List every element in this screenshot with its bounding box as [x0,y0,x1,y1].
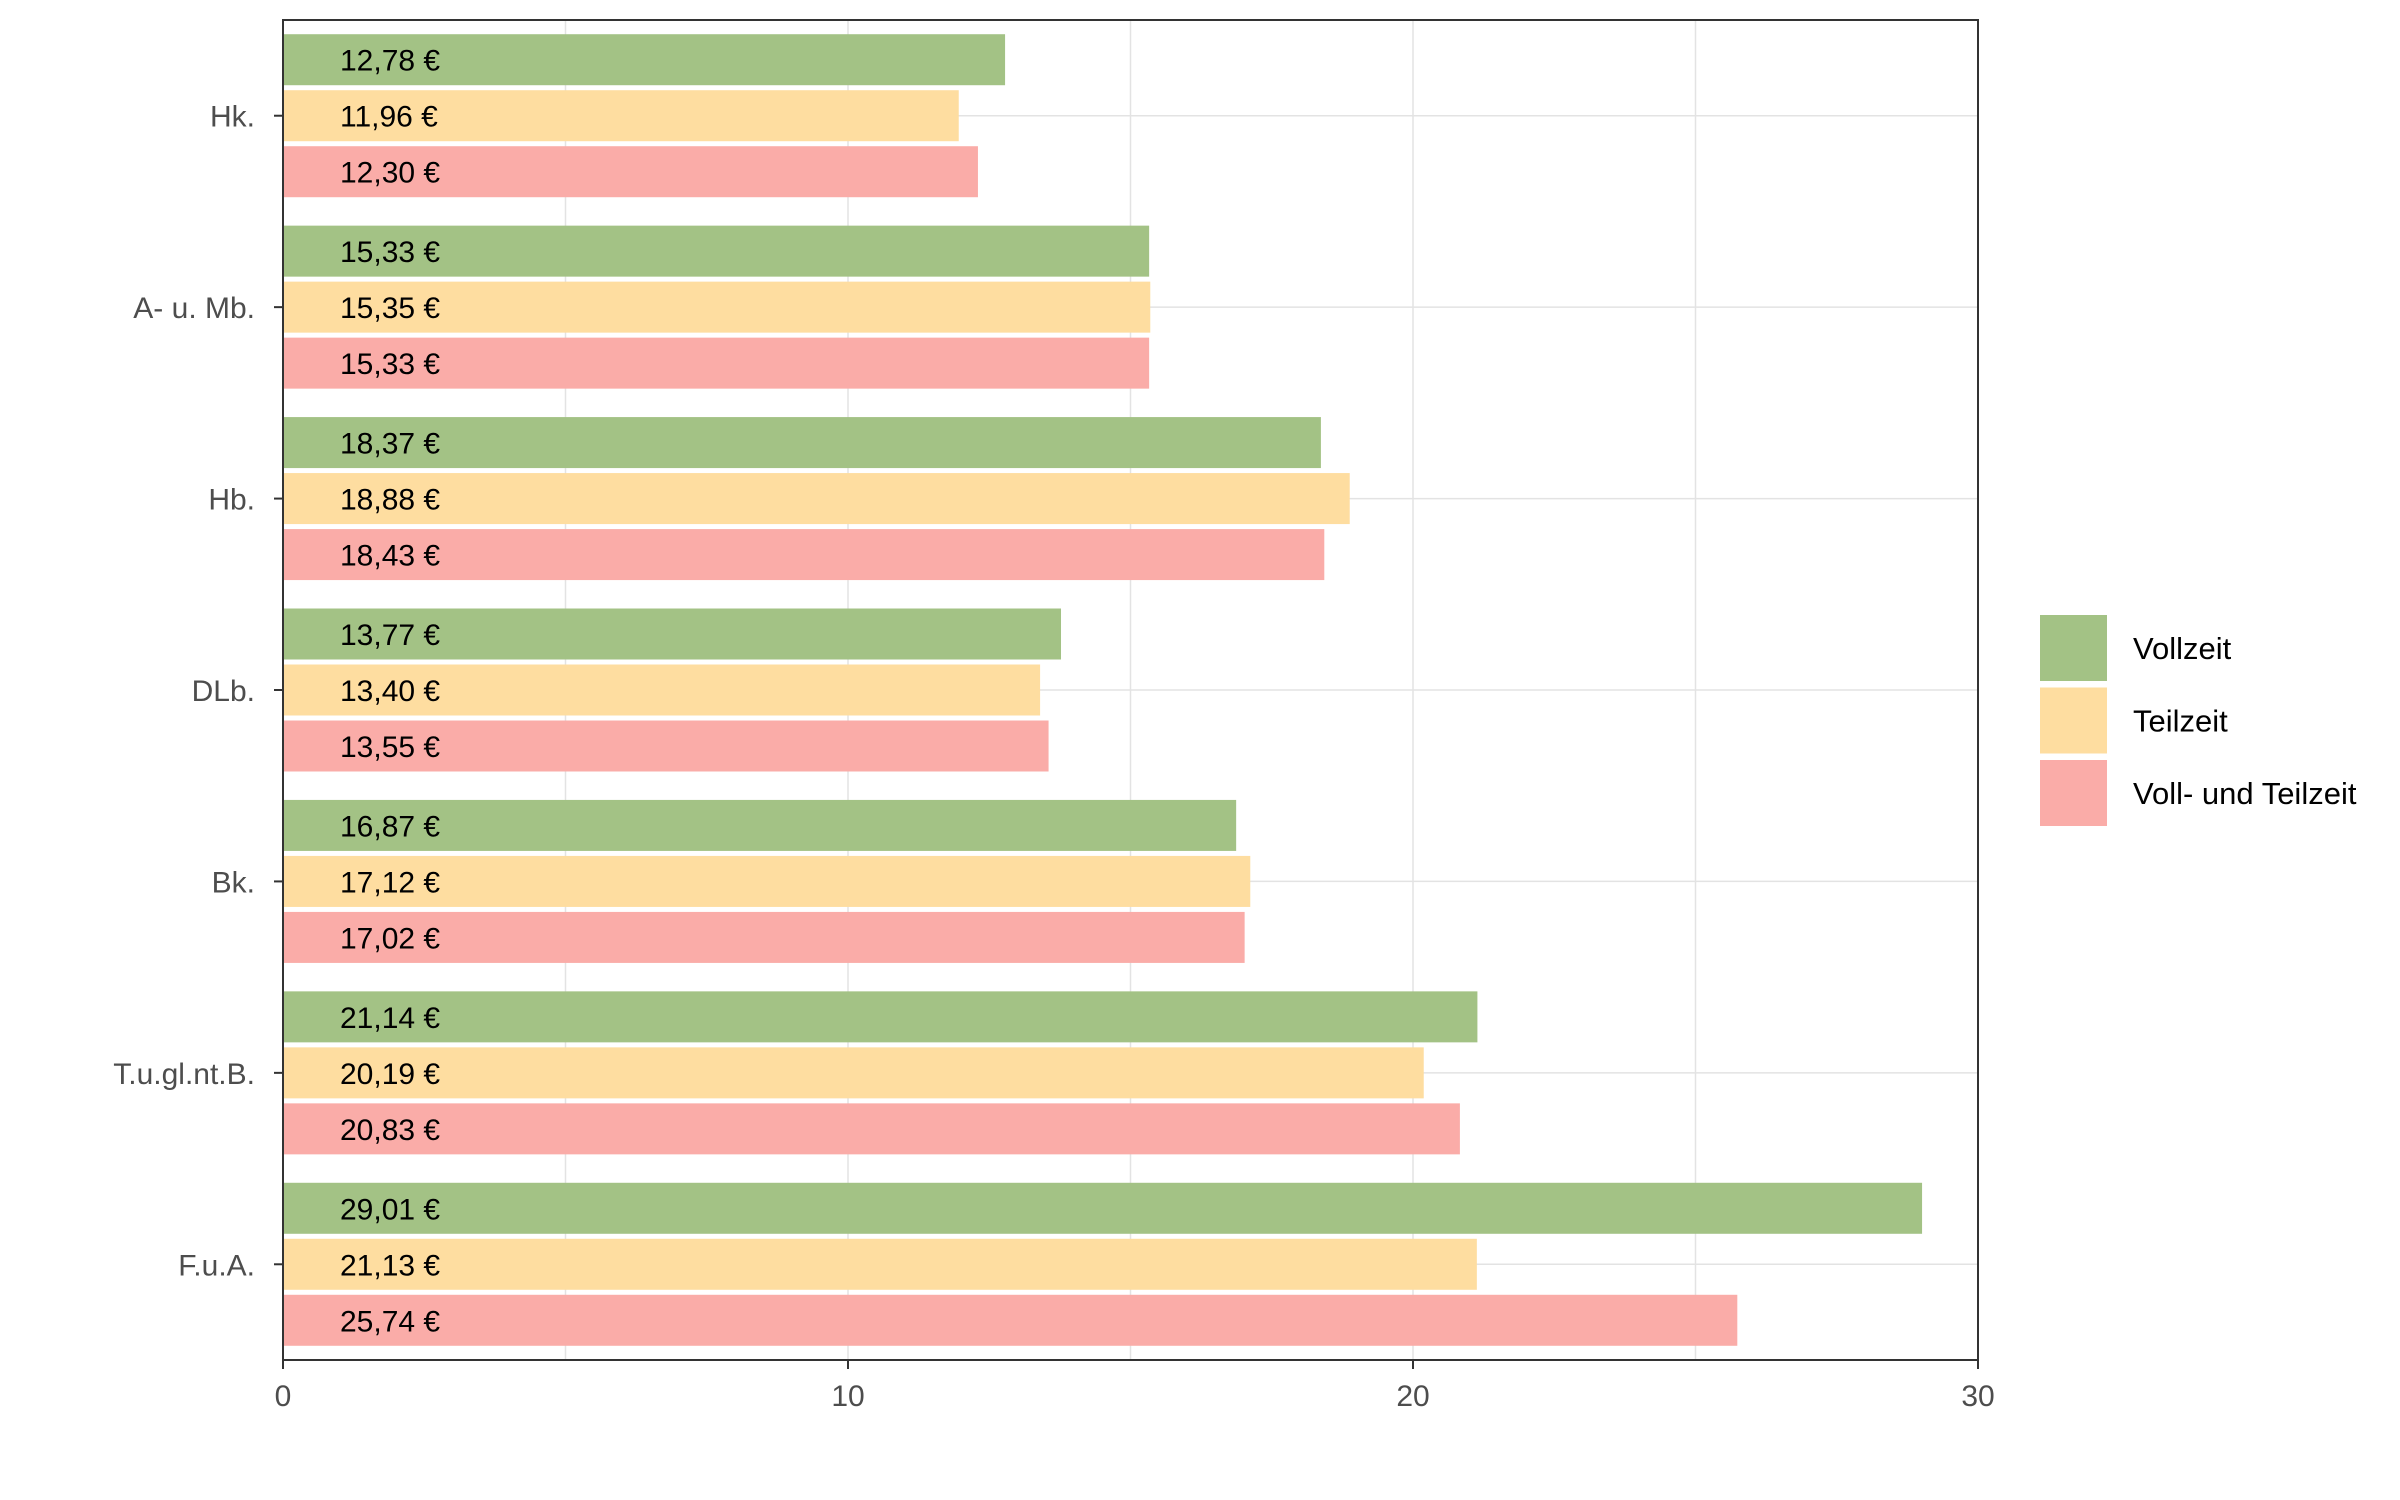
bar-teilzeit [283,90,959,142]
bar-vollzeit [283,225,1150,277]
bar-teilzeit [283,281,1151,333]
y-tick-label: Hb. [208,484,255,517]
axes: Hk. A- u. Mb. Hb. DLb. Bk. T.u.gl.nt.B. F.u.A.… [113,101,1994,1413]
y-tick-label: F.u.A. [178,1249,255,1282]
data-label: 11,96 € [340,101,438,134]
bar-voll-und-teilzeit [283,720,1049,772]
data-label: 20,19 € [340,1058,440,1091]
bar-voll-und-teilzeit [283,529,1325,581]
data-label: 18,37 € [340,428,440,461]
y-tick-label: T.u.gl.nt.B. [113,1058,255,1091]
bar-teilzeit [283,1047,1424,1099]
data-label: 20,83 € [340,1114,440,1147]
bar-vollzeit [283,991,1478,1043]
bar-vollzeit [283,417,1321,469]
bar-voll-und-teilzeit [283,1294,1738,1346]
bar-teilzeit [283,855,1251,907]
data-label: 18,43 € [340,540,440,573]
legend-key [2040,615,2107,681]
bars: 12,78 € 11,96 € 12,30 € 15,33 € 15,35 € 15,33… [283,34,1923,1346]
legend-label: Voll- und Teilzeit [2133,776,2357,811]
legend-label: Vollzeit [2133,631,2232,666]
data-label: 15,33 € [340,348,440,381]
x-tick-label: 30 [1961,1380,1994,1413]
legend-key [2040,687,2107,754]
x-tick-label: 10 [831,1380,864,1413]
y-tick-label: DLb. [192,675,255,708]
bar-vollzeit [283,799,1237,851]
data-label: 13,77 € [340,619,440,652]
data-label: 17,02 € [340,922,440,955]
bar-vollzeit [283,34,1006,86]
data-label: 15,33 € [340,236,440,269]
bar-teilzeit [283,1238,1477,1290]
bar-teilzeit [283,473,1350,525]
y-tick-label: Bk. [212,866,255,899]
data-label: 15,35 € [340,292,440,325]
bar-voll-und-teilzeit [283,911,1245,963]
bar-vollzeit [283,608,1062,660]
legend: Vollzeit Teilzeit Voll- und Teilzeit [2040,615,2357,826]
data-label: 18,88 € [340,484,440,517]
bar-teilzeit [283,664,1041,716]
data-label: 21,14 € [340,1002,440,1035]
bar-vollzeit [283,1182,1923,1234]
bar-voll-und-teilzeit [283,146,978,198]
x-tick-label: 0 [275,1380,292,1413]
data-label: 25,74 € [340,1305,440,1338]
legend-label: Teilzeit [2133,704,2228,739]
data-label: 12,30 € [340,157,440,190]
x-tick-label: 20 [1396,1380,1429,1413]
y-tick-label: Hk. [210,101,255,134]
data-label: 16,87 € [340,810,440,843]
data-label: 13,40 € [340,675,440,708]
legend-key [2040,760,2107,826]
y-tick-label: A- u. Mb. [133,292,255,325]
bar-voll-und-teilzeit [283,337,1150,389]
data-label: 29,01 € [340,1193,440,1226]
data-label: 17,12 € [340,866,440,899]
data-label: 21,13 € [340,1249,440,1282]
data-label: 12,78 € [340,45,440,78]
data-label: 13,55 € [340,731,440,764]
bar-voll-und-teilzeit [283,1103,1460,1155]
